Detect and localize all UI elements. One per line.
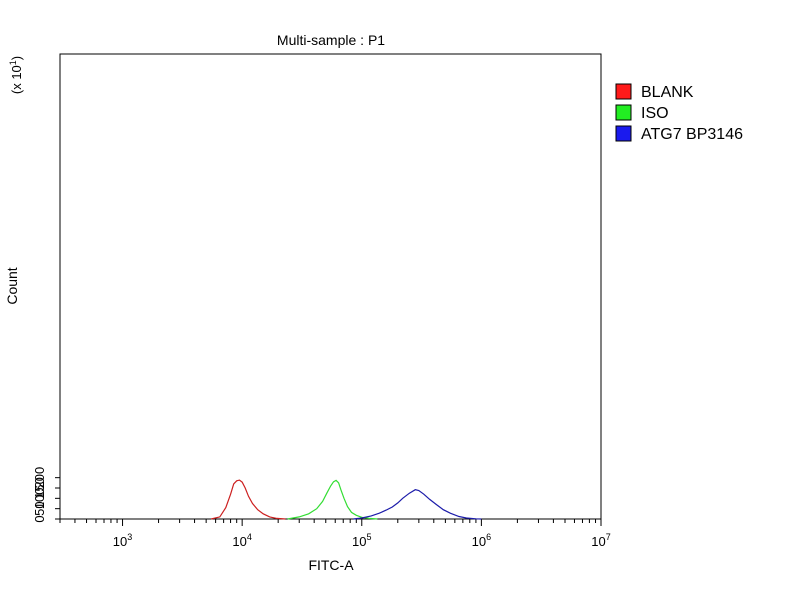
- series-blank-line: [210, 479, 286, 520]
- x-tick-label: 107: [591, 532, 610, 549]
- y-tick-label: 100: [32, 487, 47, 509]
- legend: BLANK ISO ATG7 BP3146: [615, 83, 743, 143]
- chart-title: Multi-sample : P1: [277, 32, 385, 48]
- legend-swatch: [615, 83, 632, 100]
- y-scale-label: (x 101): [8, 56, 24, 94]
- x-tick-exponent: 6: [486, 532, 491, 542]
- y-scale-exponent: 1: [8, 60, 18, 65]
- y-tick-label-group: 50: [32, 501, 47, 515]
- series-atg7-bp3146-line: [353, 489, 482, 520]
- y-scale-prefix: (x 10: [9, 65, 24, 94]
- legend-label: ATG7 BP3146: [641, 126, 743, 143]
- x-tick-label: 104: [232, 532, 251, 549]
- x-tick-label: 106: [472, 532, 491, 549]
- x-tick-label: 103: [113, 532, 132, 549]
- x-tick-exponent: 5: [366, 532, 371, 542]
- series-iso-line: [287, 479, 378, 520]
- y-tick-label: 200: [32, 467, 47, 489]
- y-tick-label-group: 150: [32, 477, 47, 499]
- y-tick-label-group: 100: [32, 487, 47, 509]
- legend-label: BLANK: [641, 84, 694, 101]
- x-tick-base: 10: [232, 534, 246, 549]
- svg-text:(x 101): (x 101): [8, 56, 24, 94]
- series-layer: [210, 479, 482, 520]
- x-tick-base: 10: [591, 534, 605, 549]
- x-tick-label: 105: [352, 532, 371, 549]
- plot-frame: [59, 53, 602, 520]
- x-tick-exponent: 3: [127, 532, 132, 542]
- x-axis-label: FITC-A: [308, 557, 354, 573]
- legend-label: ISO: [641, 105, 669, 122]
- legend-swatch: [615, 125, 632, 142]
- y-tick-label-group: 0: [32, 515, 47, 522]
- y-tick-label: 150: [32, 477, 47, 499]
- x-tick-base: 10: [113, 534, 127, 549]
- x-tick-exponent: 4: [247, 532, 252, 542]
- y-tick-label: 0: [32, 515, 47, 522]
- y-axis-label-group: Count: [4, 267, 20, 304]
- x-tick-base: 10: [352, 534, 366, 549]
- y-axis-label: Count: [4, 267, 20, 304]
- y-tick-label-group: 200: [32, 467, 47, 489]
- y-tick-label: 50: [32, 501, 47, 515]
- x-tick-base: 10: [472, 534, 486, 549]
- x-tick-exponent: 7: [606, 532, 611, 542]
- y-scale-suffix: ): [9, 56, 24, 60]
- x-axis: 103 104 105 106 107: [59, 519, 611, 549]
- legend-swatch: [615, 104, 632, 121]
